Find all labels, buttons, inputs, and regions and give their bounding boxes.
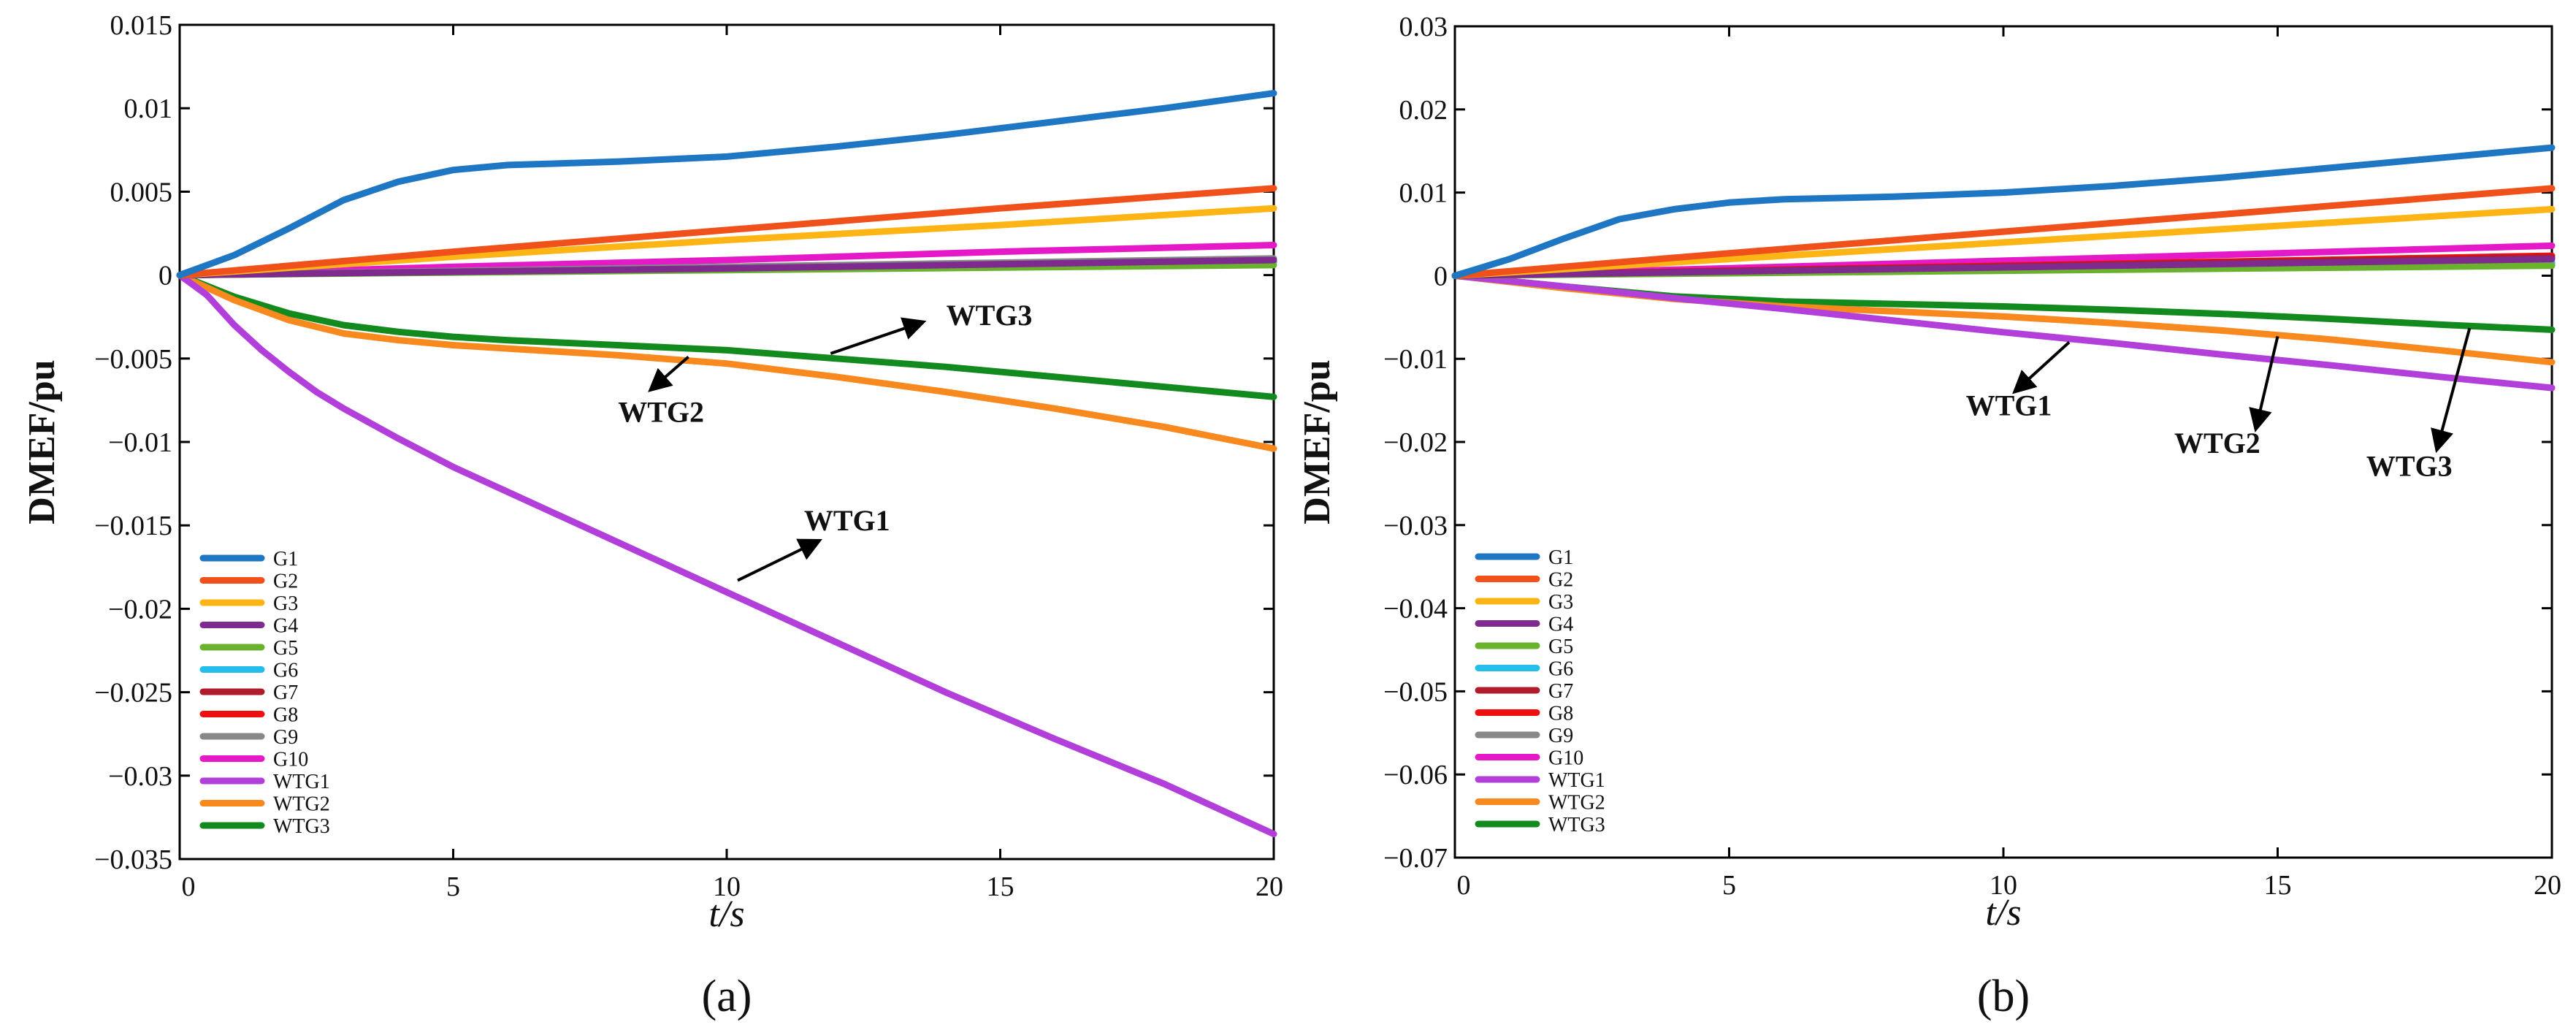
y-tick-label: −0.01 bbox=[108, 427, 172, 458]
series-line-g1 bbox=[176, 90, 1277, 279]
y-tick-label: 0.03 bbox=[1399, 12, 1448, 42]
y-tick-label: −0.04 bbox=[1383, 594, 1448, 625]
legend-label-g5: G5 bbox=[273, 637, 298, 660]
legend-label-g10: G10 bbox=[1548, 747, 1583, 770]
x-tick-label: 20 bbox=[2534, 870, 2561, 901]
y-tick-label: −0.03 bbox=[108, 761, 172, 792]
series-line-g4 bbox=[1451, 256, 2556, 279]
annotation-arrow bbox=[2249, 336, 2279, 432]
legend-label-g9: G9 bbox=[273, 726, 298, 749]
y-axis-label: DMEF/pu bbox=[21, 359, 63, 524]
legend-label-g10: G10 bbox=[273, 749, 308, 771]
annotation-arrow bbox=[2431, 327, 2472, 454]
y-tick-label: 0.01 bbox=[124, 94, 173, 124]
x-tick-label: 20 bbox=[1255, 871, 1283, 902]
x-tick-label: 5 bbox=[446, 871, 460, 902]
annotation-wtg1: WTG1 bbox=[1966, 389, 2052, 422]
legend-label-g2: G2 bbox=[273, 571, 298, 593]
annotation-arrow bbox=[648, 356, 689, 392]
x-tick-label: 15 bbox=[2264, 870, 2292, 901]
plot-frame bbox=[178, 23, 1275, 861]
chart-panel-b: 0.03 0.02 0.01 0 −0.01 −0.02 −0.03 −0.04 −0.05 −0… bbox=[1296, 12, 2561, 1021]
legend-label-g8: G8 bbox=[1548, 703, 1573, 725]
legend-label-g7: G7 bbox=[1548, 680, 1573, 703]
y-tick-label: 0 bbox=[1434, 261, 1448, 291]
annotation-wtg2: WTG2 bbox=[2174, 427, 2260, 459]
annotation-wtg1: WTG1 bbox=[804, 504, 890, 537]
series-line-g4 bbox=[176, 256, 1277, 279]
series-line-wtg1 bbox=[176, 272, 1277, 838]
legend-label-g7: G7 bbox=[273, 682, 298, 704]
legend-label-g3: G3 bbox=[273, 592, 298, 615]
legend-label-g4: G4 bbox=[273, 615, 298, 638]
legend-label-g2: G2 bbox=[1548, 569, 1573, 592]
y-tick-label: −0.05 bbox=[1383, 676, 1448, 707]
y-tick-label: 0.015 bbox=[110, 10, 173, 41]
annotation-arrow bbox=[2012, 340, 2071, 394]
legend-label-g5: G5 bbox=[1548, 636, 1573, 658]
x-tick-label: 0 bbox=[1457, 870, 1471, 901]
x-tick-label: 10 bbox=[1990, 870, 2017, 901]
y-tick-label: −0.07 bbox=[1383, 843, 1448, 874]
y-tick-label: −0.03 bbox=[1383, 511, 1448, 541]
x-tick-label: 10 bbox=[713, 871, 741, 902]
y-tick-label: 0.01 bbox=[1399, 178, 1448, 209]
y-tick-label: −0.025 bbox=[94, 678, 172, 709]
series-line-g2 bbox=[1451, 185, 2556, 279]
series-line-g2 bbox=[176, 185, 1277, 279]
y-tick-label: −0.005 bbox=[94, 344, 172, 375]
annotation-wtg2: WTG2 bbox=[618, 396, 704, 429]
series-line-wtg3 bbox=[1451, 272, 2556, 333]
series-line-g1 bbox=[1451, 144, 2556, 279]
annotation-wtg3: WTG3 bbox=[2366, 450, 2453, 483]
series-line-wtg1 bbox=[1451, 272, 2556, 392]
x-tick-label: 5 bbox=[1722, 870, 1736, 901]
panel-label: (a) bbox=[702, 972, 752, 1021]
legend-label-g6: G6 bbox=[273, 660, 298, 682]
legend-label-wtg3: WTG3 bbox=[1548, 814, 1605, 836]
legend-label-g4: G4 bbox=[1548, 614, 1573, 636]
y-tick-label: −0.06 bbox=[1383, 760, 1448, 790]
chart-panel-a: 0.015 0.01 0.005 0 −0.005 −0.01 −0.015 −0.02 −0.… bbox=[21, 10, 1283, 1021]
legend-label-g6: G6 bbox=[1548, 658, 1573, 681]
legend-label-g3: G3 bbox=[1548, 591, 1573, 614]
y-tick-label: 0.02 bbox=[1399, 95, 1448, 126]
y-tick-label: −0.02 bbox=[1383, 427, 1448, 458]
x-axis-label: t/s bbox=[1985, 892, 2021, 934]
legend-label-wtg2: WTG2 bbox=[1548, 792, 1605, 815]
series-line-wtg3 bbox=[176, 272, 1277, 400]
x-tick-label: 15 bbox=[987, 871, 1014, 902]
y-tick-label: −0.02 bbox=[108, 594, 172, 625]
legend-label-wtg1: WTG1 bbox=[1548, 769, 1605, 792]
y-tick-label: −0.035 bbox=[94, 844, 172, 875]
y-tick-label: −0.01 bbox=[1383, 344, 1448, 375]
series-line-g3 bbox=[1451, 205, 2556, 279]
legend-label-wtg2: WTG2 bbox=[273, 793, 330, 816]
y-tick-label: 0.005 bbox=[110, 177, 173, 207]
series-line-g3 bbox=[176, 205, 1277, 279]
legend-label-g1: G1 bbox=[1548, 546, 1573, 569]
annotation-wtg3: WTG3 bbox=[947, 299, 1033, 332]
legend-label-wtg1: WTG1 bbox=[273, 771, 330, 793]
annotation-arrow bbox=[830, 317, 927, 355]
panel-label: (b) bbox=[1977, 972, 2030, 1021]
legend-label-g8: G8 bbox=[273, 704, 298, 727]
legend-label-wtg3: WTG3 bbox=[273, 815, 330, 838]
series-line-wtg2 bbox=[176, 272, 1277, 452]
legend-label-g9: G9 bbox=[1548, 725, 1573, 747]
legend-label-g1: G1 bbox=[273, 548, 298, 571]
x-axis-label: t/s bbox=[708, 893, 744, 935]
y-tick-label: 0 bbox=[158, 261, 172, 291]
y-axis-label: DMEF/pu bbox=[1296, 359, 1338, 524]
y-tick-label: −0.015 bbox=[94, 511, 172, 541]
annotation-arrow bbox=[737, 538, 822, 582]
x-tick-label: 0 bbox=[182, 871, 196, 902]
plot-frame bbox=[1453, 25, 2553, 859]
